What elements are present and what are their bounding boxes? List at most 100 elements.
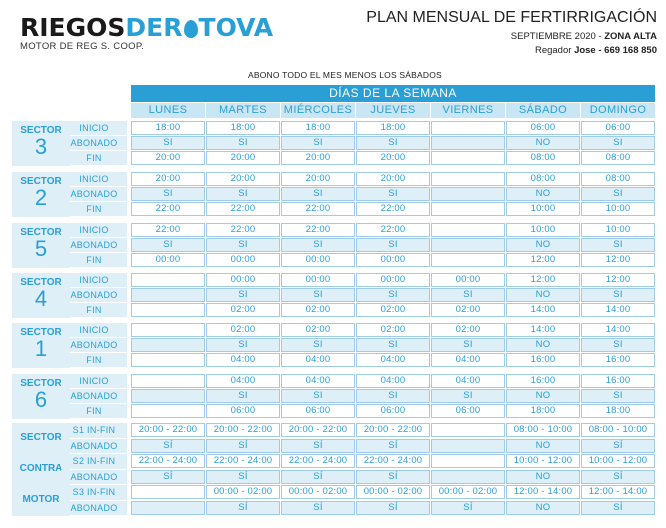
sector-number: 5 — [34, 236, 48, 261]
row-label: INICIO — [61, 323, 127, 337]
motor-cell: NO — [506, 469, 580, 484]
schedule-cell: 02:00 — [356, 323, 430, 337]
fertilizer-note: ABONO TODO EL MES MENOS LOS SÁBADOS — [248, 70, 442, 80]
motor-cell — [431, 423, 505, 437]
row-label: INICIO — [61, 121, 127, 135]
schedule-cell: 22:00 — [281, 223, 355, 237]
schedule-cell: 06:00 — [356, 404, 430, 418]
schedule-cell — [131, 273, 205, 287]
row-label: ABONADO — [61, 187, 127, 201]
row-label: INICIO — [61, 223, 127, 237]
day-header-2: MIÉRCOLES — [281, 103, 355, 118]
schedule-cell: 10:00 — [506, 223, 580, 237]
schedule-cell: 22:00 — [281, 202, 355, 216]
sector-name-box — [12, 374, 70, 419]
row-label: ABONADO — [61, 389, 127, 403]
schedule-cell: 00:00 — [356, 253, 430, 267]
motor-cell: 12:00 - 14:00 — [581, 485, 655, 499]
motor-cell: 22:00 - 24:00 — [131, 454, 205, 468]
motor-cell: SÍ — [131, 438, 205, 453]
schedule-cell — [131, 374, 205, 388]
schedule-cell: 00:00 — [356, 273, 430, 287]
schedule-cell: NO — [506, 338, 580, 352]
row-label: FIN — [61, 303, 127, 317]
schedule-cell: 18:00 — [356, 121, 430, 135]
motor-cell — [131, 485, 205, 499]
schedule-cell: SI — [281, 136, 355, 150]
motor-row-label: ABONADO — [61, 469, 127, 484]
schedule-cell: 02:00 — [281, 323, 355, 337]
schedule-cell: 06:00 — [206, 404, 280, 418]
sector-label: SECTOR — [20, 125, 62, 136]
schedule-cell: SI — [281, 187, 355, 201]
schedule-cell: 04:00 — [206, 374, 280, 388]
schedule-cell: SI — [431, 338, 505, 352]
schedule-cell: SI — [581, 136, 655, 150]
row-label: ABONADO — [61, 238, 127, 252]
motor-cell: SÍ — [581, 438, 655, 453]
day-header-6: DOMINGO — [581, 103, 655, 118]
row-label: INICIO — [61, 374, 127, 388]
schedule-cell: 02:00 — [206, 323, 280, 337]
motor-row-label: ABONADO — [61, 500, 127, 515]
schedule-cell: 06:00 — [506, 121, 580, 135]
schedule-cell: SI — [206, 338, 280, 352]
schedule-cell — [131, 353, 205, 367]
schedule-cell: 06:00 — [281, 404, 355, 418]
schedule-cell: 18:00 — [506, 404, 580, 418]
schedule-cell: 02:00 — [431, 303, 505, 317]
schedule-cell: SI — [356, 338, 430, 352]
motor-label: SECTOR — [20, 432, 62, 443]
schedule-cell — [131, 288, 205, 302]
schedule-cell: SI — [581, 389, 655, 403]
motor-cell: 20:00 - 22:00 — [131, 423, 205, 437]
motor-cell: NO — [506, 500, 580, 515]
schedule-cell — [131, 323, 205, 337]
day-header-5: SÁBADO — [506, 103, 580, 118]
motor-cell: SÍ — [131, 469, 205, 484]
sector-name-box — [12, 223, 70, 268]
logo-subtitle: MOTOR DE REG S. COOP. — [20, 41, 145, 52]
schedule-cell: 02:00 — [281, 303, 355, 317]
days-banner: DÍAS DE LA SEMANA — [131, 85, 655, 102]
motor-cell: 22:00 - 24:00 — [206, 454, 280, 468]
schedule-cell — [431, 172, 505, 186]
schedule-cell: 22:00 — [131, 223, 205, 237]
motor-row-label: S1 IN-FIN — [61, 423, 127, 438]
schedule-cell: SI — [281, 389, 355, 403]
schedule-cell: SI — [206, 288, 280, 302]
schedule-cell: 20:00 — [281, 151, 355, 165]
schedule-cell: NO — [506, 288, 580, 302]
schedule-cell: 00:00 — [131, 253, 205, 267]
motor-cell: NO — [506, 438, 580, 453]
schedule-cell: 12:00 — [581, 253, 655, 267]
sector-number: 1 — [34, 336, 48, 361]
schedule-cell: 10:00 — [581, 223, 655, 237]
water-drop-icon — [183, 20, 198, 38]
schedule-cell: SI — [581, 238, 655, 252]
motor-cell: SÍ — [431, 500, 505, 515]
schedule-cell: NO — [506, 136, 580, 150]
schedule-cell — [431, 121, 505, 135]
sector-number: 3 — [34, 134, 48, 159]
schedule-cell: 20:00 — [131, 172, 205, 186]
sector-label: SECTOR — [20, 378, 62, 389]
motor-cell — [431, 469, 505, 484]
motor-cell: 08:00 - 10:00 — [506, 423, 580, 437]
motor-cell: SÍ — [581, 469, 655, 484]
motor-cell: SÍ — [281, 438, 355, 453]
row-label: INICIO — [61, 273, 127, 287]
schedule-cell — [431, 223, 505, 237]
schedule-cell: SI — [131, 136, 205, 150]
schedule-cell: 06:00 — [581, 121, 655, 135]
schedule-cell: 12:00 — [506, 273, 580, 287]
schedule-cell: 14:00 — [506, 323, 580, 337]
schedule-cell: 08:00 — [581, 172, 655, 186]
sector-name-box — [12, 323, 70, 368]
schedule-cell: 08:00 — [581, 151, 655, 165]
schedule-cell — [131, 389, 205, 403]
schedule-cell: 00:00 — [431, 273, 505, 287]
schedule-cell: NO — [506, 389, 580, 403]
schedule-cell: 20:00 — [206, 151, 280, 165]
motor-cell: SÍ — [206, 438, 280, 453]
